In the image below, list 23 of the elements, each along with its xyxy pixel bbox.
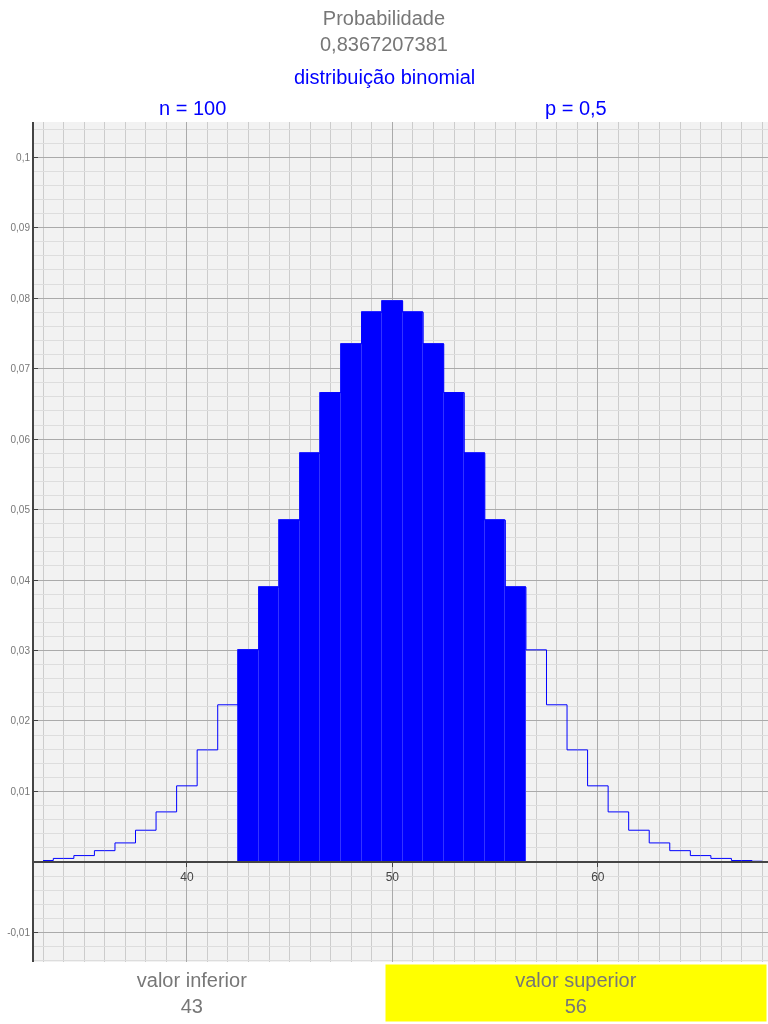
y-tick-label: 0,06 [10, 433, 31, 445]
y-tick-label: 0,02 [10, 715, 31, 727]
text: valor superior [515, 969, 637, 991]
y-tick-label: 0,03 [10, 645, 31, 657]
y-tick-label: 0,01 [10, 785, 31, 797]
text: distribuição binomial [294, 66, 476, 88]
chart-title: Probabilidade [322, 7, 446, 29]
x-tick-label: 40 [180, 870, 194, 885]
text: p = 0,5 [545, 97, 607, 119]
y-tick-label: 0,08 [10, 292, 31, 304]
text: n = 100 [159, 97, 227, 119]
text: 56 [564, 995, 587, 1017]
y-tick-label: 0,1 [16, 151, 31, 163]
y-tick-label: -0,01 [7, 926, 31, 938]
y-tick-label: 0,04 [10, 574, 31, 586]
y-tick-label: 0,05 [10, 504, 31, 516]
x-tick-label: 60 [591, 870, 605, 885]
y-tick-label: 0,07 [10, 363, 31, 375]
x-tick-label: 50 [385, 870, 400, 885]
text: 43 [180, 995, 203, 1017]
chart-subtitle: 0,8367207381 [320, 33, 448, 55]
text: valor inferior [136, 969, 248, 991]
y-tick-label: 0,09 [10, 222, 31, 234]
